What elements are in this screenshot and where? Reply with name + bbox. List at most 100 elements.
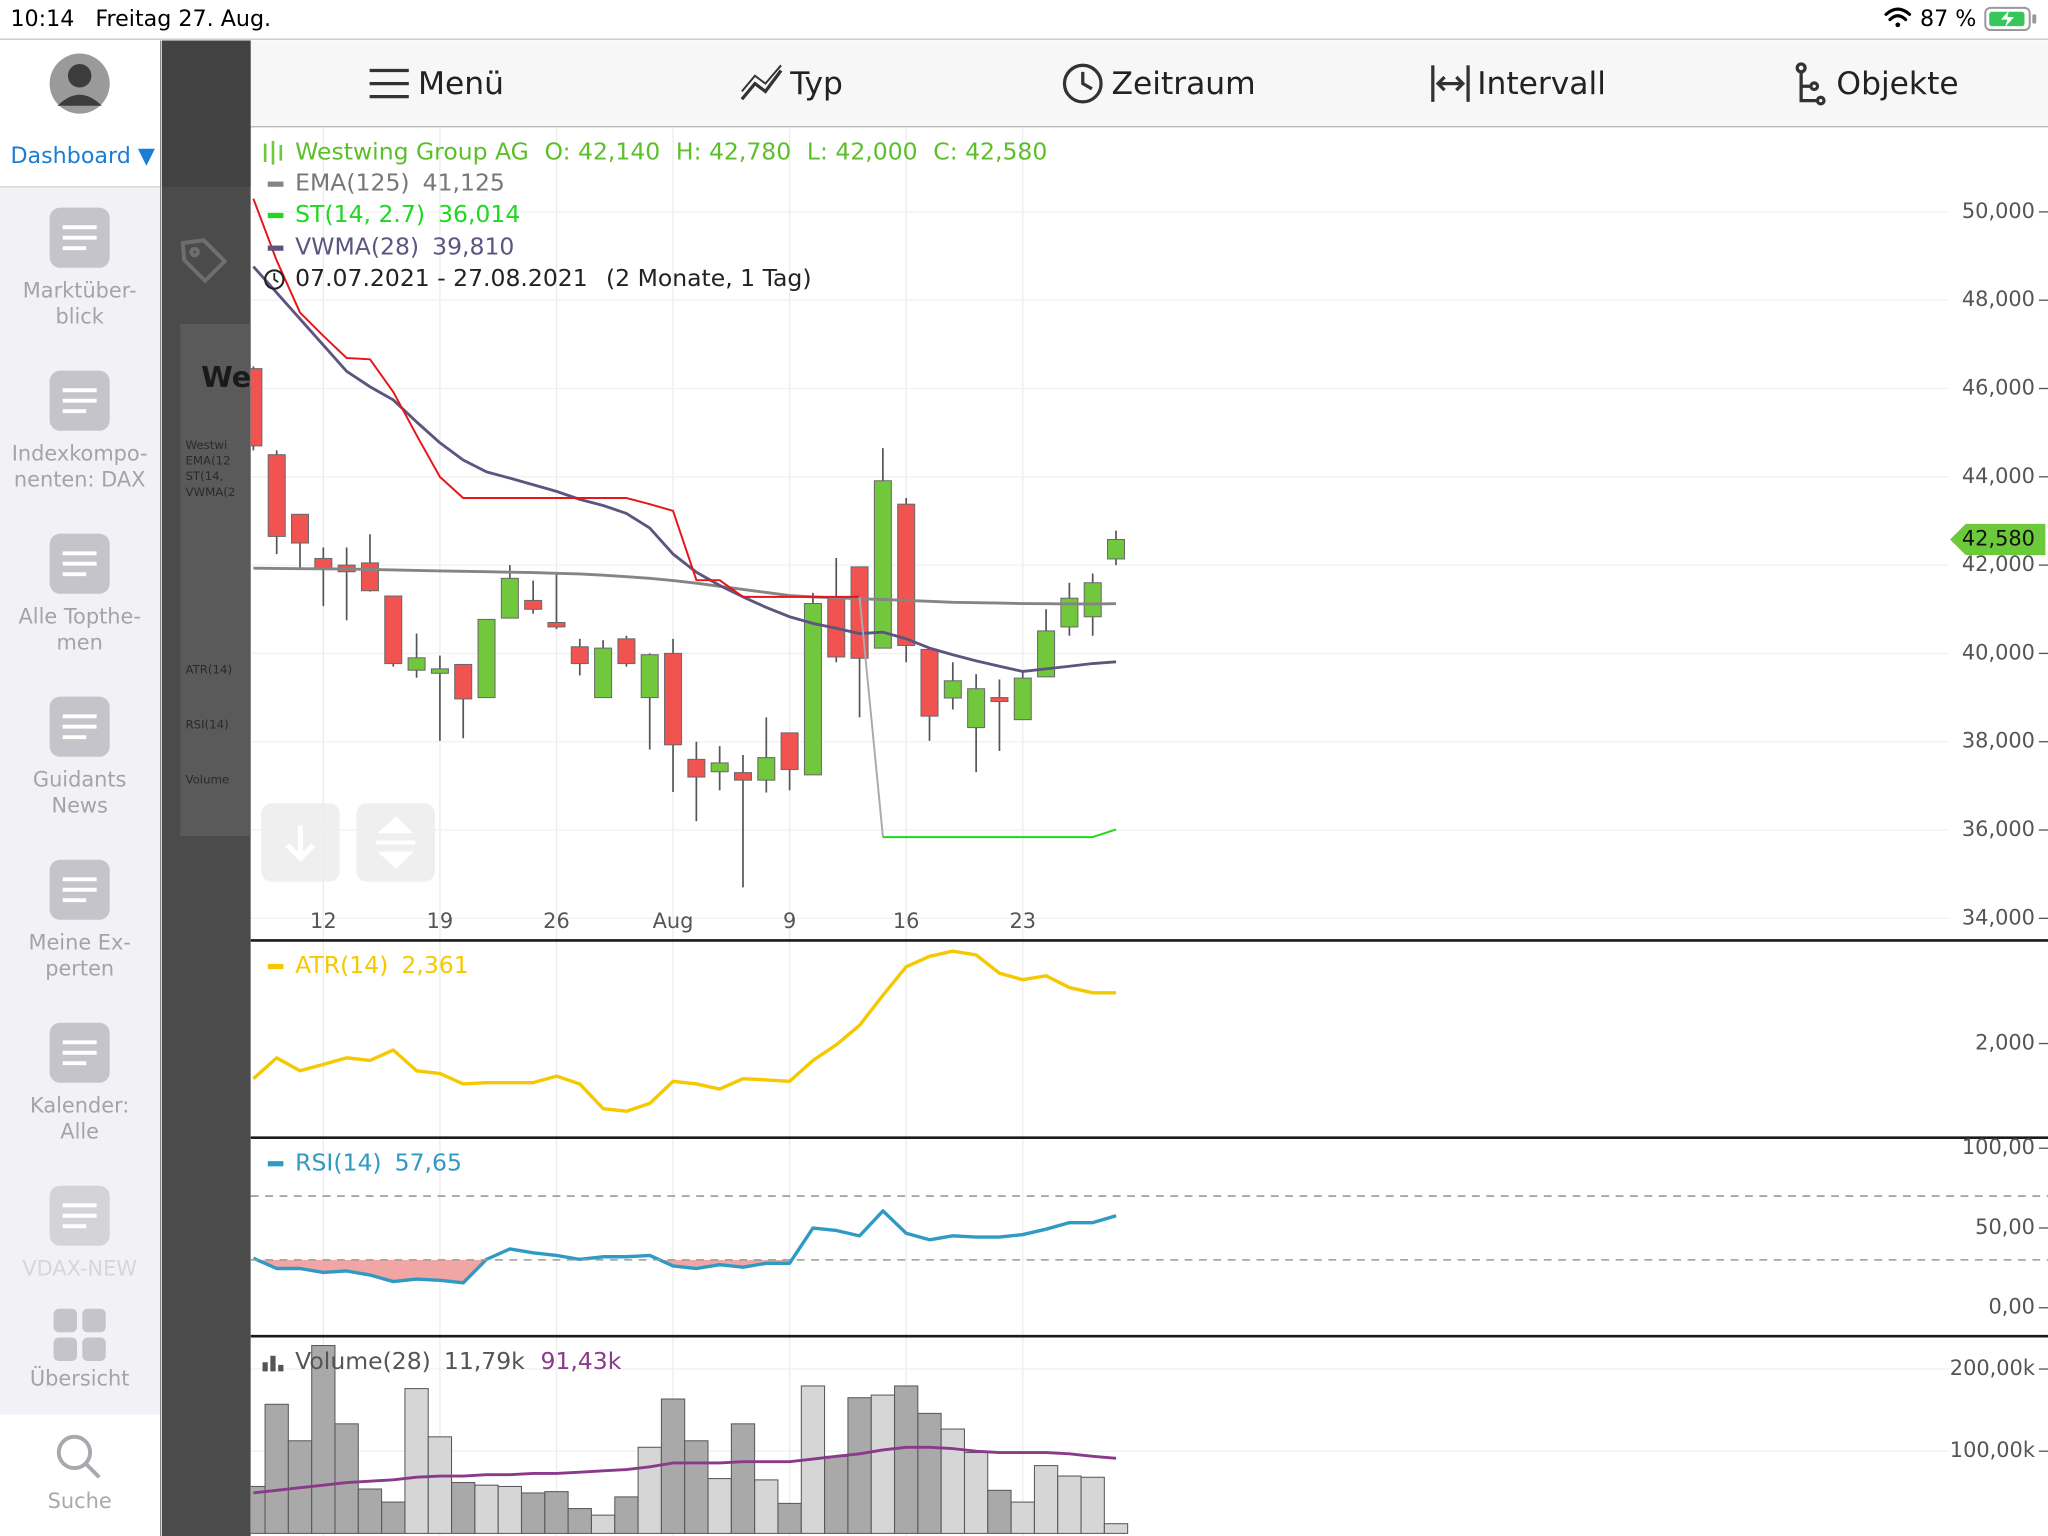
period-icon[interactable] bbox=[1062, 63, 1103, 104]
search-icon[interactable] bbox=[56, 1434, 101, 1479]
menu-label[interactable]: Meine Ex- bbox=[28, 930, 130, 954]
y-tick-label: 46,000 bbox=[1962, 376, 2035, 400]
undefined: 39,810 bbox=[432, 233, 514, 261]
search-label[interactable]: Suche bbox=[48, 1489, 112, 1513]
search-area bbox=[0, 1414, 161, 1536]
supertrend-line bbox=[252, 198, 860, 598]
menu-label[interactable]: nenten: DAX bbox=[14, 467, 146, 491]
volume-bar bbox=[963, 1452, 989, 1534]
toolbar-button[interactable]: Zeitraum bbox=[1112, 66, 1256, 102]
candle-body bbox=[640, 654, 659, 699]
indicator-line bbox=[252, 265, 1117, 673]
y-tick-label: 2,000 bbox=[1975, 1031, 2035, 1055]
y-tick-label: 0,00 bbox=[1988, 1295, 2034, 1319]
volume-bar bbox=[567, 1508, 592, 1534]
thumbnail-text: ATR(14) bbox=[185, 663, 232, 677]
interval-icon[interactable] bbox=[1431, 65, 1470, 102]
candle-body bbox=[967, 688, 986, 729]
menu-label[interactable]: men bbox=[56, 630, 102, 654]
menu-label[interactable]: Guidants bbox=[33, 767, 127, 791]
thumbnail-text: ST(14, bbox=[185, 469, 223, 483]
overview-icon[interactable] bbox=[82, 1308, 106, 1333]
scroll-buttons[interactable] bbox=[261, 803, 435, 882]
volume-bar bbox=[987, 1489, 1012, 1534]
y-tick-label: 100,00 bbox=[1962, 1135, 2035, 1159]
toolbar-button[interactable]: Objekte bbox=[1836, 66, 1958, 102]
overview-icon[interactable] bbox=[53, 1337, 78, 1361]
candle-body bbox=[1060, 597, 1079, 628]
volume-bar bbox=[1103, 1523, 1129, 1534]
overview-icon[interactable] bbox=[53, 1308, 78, 1333]
undefined: L: 42,000 bbox=[807, 137, 918, 165]
candle-body bbox=[477, 618, 496, 699]
volume-bar bbox=[637, 1446, 662, 1534]
dashboard-menu[interactable]: Dashboard ▼ bbox=[10, 143, 155, 169]
candle-body bbox=[360, 562, 379, 592]
menu-label[interactable]: Indexkompo- bbox=[12, 441, 148, 465]
type-icon[interactable] bbox=[740, 64, 783, 101]
menu-label[interactable]: Alle bbox=[60, 1119, 99, 1143]
volume-bar bbox=[824, 1455, 849, 1534]
candle-body bbox=[524, 599, 543, 610]
undefined: 2,361 bbox=[401, 951, 468, 979]
volume-bar bbox=[381, 1501, 406, 1534]
candle-body bbox=[291, 513, 310, 544]
volume-bar bbox=[777, 1502, 802, 1534]
toolbar bbox=[250, 40, 2048, 127]
y-tick-label: 50,00 bbox=[1975, 1215, 2035, 1239]
menu-label[interactable]: Übersicht bbox=[30, 1365, 130, 1390]
volume-bar bbox=[870, 1394, 896, 1534]
volume-bar bbox=[684, 1440, 709, 1534]
volume-bar bbox=[614, 1496, 639, 1534]
candle-body bbox=[664, 652, 683, 746]
menu-label[interactable]: Marktüber- bbox=[23, 278, 137, 302]
y-tick-label: 50,000 bbox=[1962, 199, 2035, 223]
objects-icon[interactable] bbox=[1795, 62, 1826, 106]
y-tick-label: 34,000 bbox=[1962, 905, 2035, 929]
menu-label[interactable]: VDAX-NEW bbox=[22, 1256, 137, 1280]
toolbar-button[interactable]: Menü bbox=[418, 66, 504, 102]
undefined: 41,125 bbox=[423, 169, 505, 197]
candle-body bbox=[780, 732, 799, 771]
volume-bar bbox=[334, 1423, 359, 1534]
status-bar bbox=[0, 0, 2048, 40]
avatar[interactable] bbox=[49, 53, 110, 114]
volume-bar bbox=[894, 1385, 919, 1534]
candle-body bbox=[733, 772, 752, 781]
menu-icon-glyph bbox=[62, 388, 97, 414]
menu-label[interactable]: Kalender: bbox=[30, 1093, 129, 1117]
candle-body bbox=[943, 680, 962, 699]
y-tick-label: 200,00k bbox=[1950, 1356, 2036, 1380]
candle-body bbox=[570, 646, 589, 665]
menu-icon[interactable] bbox=[369, 68, 409, 99]
volume-bar bbox=[590, 1514, 616, 1534]
toolbar-button[interactable]: Typ bbox=[789, 66, 843, 102]
chart-area bbox=[250, 128, 2048, 1536]
undefined: VWMA(28) bbox=[295, 233, 419, 261]
candle-body bbox=[920, 648, 939, 717]
candle-body bbox=[547, 621, 566, 628]
indicator-line bbox=[252, 1209, 1117, 1285]
thumbnail-text: Westwi bbox=[185, 438, 227, 452]
menu-label[interactable]: News bbox=[51, 793, 107, 817]
toolbar-items: Menü Typ Zeitraum Intervall Objekte bbox=[418, 66, 1959, 102]
toolbar-button[interactable]: Intervall bbox=[1477, 66, 1606, 102]
menu-label[interactable]: blick bbox=[55, 304, 104, 328]
candle-body bbox=[1037, 630, 1056, 678]
thumbnail-text: RSI(14) bbox=[185, 717, 228, 731]
overview-icon[interactable] bbox=[82, 1337, 106, 1361]
status-date: Freitag 27. Aug. bbox=[95, 6, 271, 32]
y-tick-label: 42,000 bbox=[1962, 552, 2035, 576]
volume-bar bbox=[1033, 1465, 1059, 1534]
menu-icon-glyph bbox=[62, 877, 97, 903]
volume-bar bbox=[357, 1488, 383, 1534]
menu-label[interactable]: perten bbox=[45, 956, 114, 980]
volume-bar bbox=[730, 1423, 756, 1534]
x-tick-label: 26 bbox=[543, 909, 570, 933]
menu-label[interactable]: Alle Topthe- bbox=[18, 604, 140, 628]
volume-bar bbox=[707, 1478, 732, 1534]
y-tick-label: 40,000 bbox=[1962, 640, 2035, 664]
undefined: ST(14, 2.7) bbox=[295, 200, 425, 228]
volume-average bbox=[253, 1445, 1117, 1495]
